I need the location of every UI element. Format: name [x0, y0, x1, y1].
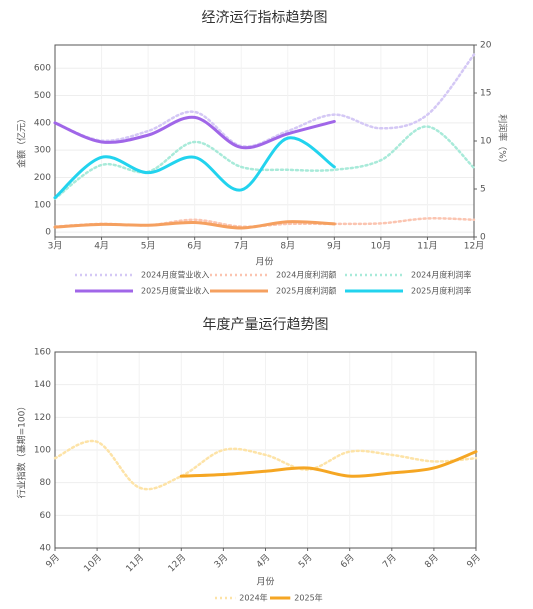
series-line	[179, 450, 478, 478]
x-tick-label: 9月	[44, 552, 62, 570]
y-tick-label: 60	[40, 511, 52, 521]
x-tick-label: 10月	[371, 241, 391, 252]
legend-label: 2024月度利润率	[411, 270, 471, 280]
y2-tick-label: 0	[480, 233, 486, 243]
y-tick-label: 140	[34, 380, 51, 390]
legend-label: 2025月度利润额	[276, 286, 336, 296]
x-axis-title: 月份	[255, 256, 273, 268]
legend-label: 2024月度利润额	[276, 270, 336, 280]
x-tick-label: 5月	[141, 241, 156, 252]
x-tick-label: 10月	[82, 552, 104, 574]
x-tick-label: 5月	[296, 552, 314, 570]
x-tick-label: 11月	[124, 552, 146, 574]
legend-label: 2024月度营业收入	[141, 270, 209, 280]
x-tick-label: 12月	[166, 552, 188, 574]
series-line	[53, 53, 476, 148]
legend-label: 2024年	[239, 593, 267, 603]
y-tick-label: 600	[34, 64, 51, 74]
series-line	[53, 220, 336, 230]
chart-title: 经济运行指标趋势图	[202, 10, 328, 26]
x-tick-label: 7月	[380, 552, 398, 570]
series-line	[53, 136, 336, 200]
x-tick-label: 11月	[417, 241, 437, 252]
y-tick-label: 100	[34, 446, 51, 456]
x-tick-label: 8月	[423, 552, 441, 570]
y-tick-label: 200	[34, 173, 51, 183]
series-line	[53, 439, 478, 491]
x-tick-label: 7月	[234, 241, 249, 252]
y-tick-label: 160	[34, 348, 51, 358]
x-tick-label: 6月	[187, 241, 202, 252]
y-axis-title: 行业指数（基期=100）	[16, 402, 28, 499]
x-tick-label: 3月	[48, 241, 63, 252]
legend-label: 2025月度营业收入	[141, 286, 209, 296]
plot-frame	[54, 351, 477, 549]
y-tick-label: 120	[34, 413, 51, 423]
x-tick-label: 4月	[94, 241, 109, 252]
y2-axis-title: 利润率（%）	[497, 114, 509, 168]
x-tick-label: 9月	[465, 552, 483, 570]
plot-frame	[54, 44, 475, 238]
x-tick-label: 9月	[327, 241, 342, 252]
y-tick-label: 500	[34, 91, 51, 101]
y-tick-label: 300	[34, 146, 51, 156]
y2-tick-label: 15	[480, 89, 491, 99]
y-tick-label: 0	[45, 228, 51, 238]
y2-tick-label: 20	[480, 41, 492, 51]
y-tick-label: 40	[40, 544, 52, 554]
y-tick-label: 80	[40, 478, 52, 488]
y2-tick-label: 5	[480, 185, 486, 195]
y-tick-label: 100	[34, 200, 51, 210]
legend-label: 2025月度利润率	[411, 286, 471, 296]
chart-title: 年度产量运行趋势图	[203, 317, 329, 333]
legend-label: 2025年	[294, 593, 322, 603]
series-line	[53, 115, 336, 150]
x-tick-label: 12月	[464, 241, 484, 252]
x-tick-label: 6月	[338, 552, 356, 570]
x-axis-title: 月份	[256, 576, 274, 588]
y-axis-title: 金额（亿元）	[16, 114, 28, 168]
x-tick-label: 8月	[280, 241, 295, 252]
x-tick-label: 4月	[254, 552, 272, 570]
y2-tick-label: 10	[480, 137, 492, 147]
x-tick-label: 3月	[212, 552, 230, 570]
y-tick-label: 400	[34, 118, 51, 128]
series-line	[53, 125, 476, 200]
